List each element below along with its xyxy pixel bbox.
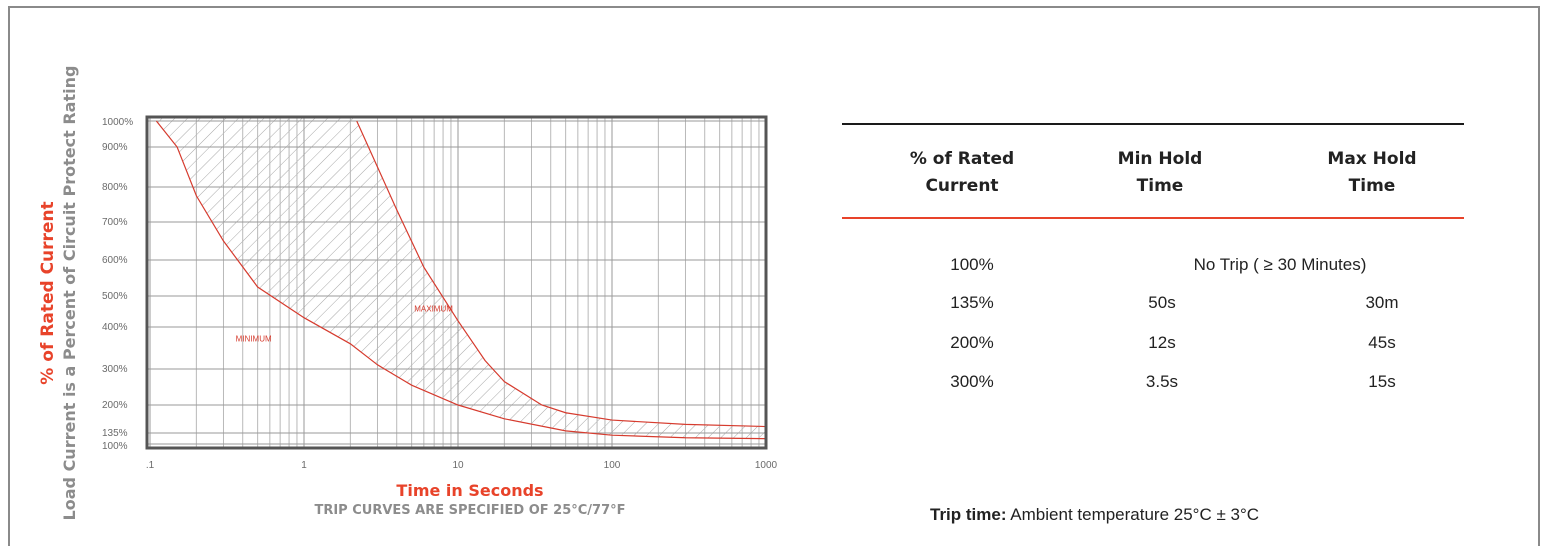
y-tick-label: 600%: [102, 255, 128, 266]
header-line: Current: [925, 176, 999, 196]
table-header-percent: % of Rated Current: [872, 146, 1052, 200]
hatched-band: [156, 117, 766, 439]
table-row: 135% 50s 30m: [842, 293, 1464, 323]
x-tick-label: 1000: [755, 460, 778, 471]
trip-curve-chart: MINIMUM MAXIMUM 1000% 900% 800% 700% 600% 500%…: [102, 115, 778, 471]
table-row: 200% 12s 45s: [842, 333, 1464, 363]
cell-max-hold: 45s: [1368, 333, 1396, 352]
x-axis-label: Time in Seconds: [396, 481, 544, 500]
header-line: Max Hold: [1327, 149, 1417, 169]
cell-max-hold: 30m: [1365, 293, 1399, 312]
header-line: % of Rated: [909, 149, 1015, 169]
table-top-rule: [842, 123, 1464, 125]
trip-time-note: Trip time: Ambient temperature 25°C ± 3°…: [930, 505, 1259, 525]
y-tick-label: 100%: [102, 441, 128, 452]
x-tick-label: .1: [146, 460, 155, 471]
y-tick-label: 300%: [102, 364, 128, 375]
cell-max-hold: 15s: [1368, 372, 1396, 391]
plot-border: [145, 115, 768, 450]
y-axis-label-wrap: % of Rated Current Load Current is a Per…: [24, 40, 94, 545]
cell-min-hold: 50s: [1148, 293, 1176, 312]
cell-percent: 200%: [950, 333, 994, 352]
cell-percent: 100%: [950, 255, 994, 274]
table-header-rule: [842, 217, 1464, 219]
y-tick-label: 200%: [102, 400, 128, 411]
cell-no-trip: No Trip ( ≥ 30 Minutes): [1193, 255, 1367, 274]
y-tick-label: 400%: [102, 322, 128, 333]
y-axis-label: % of Rated Current Load Current is a Per…: [38, 65, 80, 520]
cell-percent: 300%: [950, 372, 994, 391]
table-header-min-hold: Min Hold Time: [1070, 146, 1250, 200]
y-tick-label: 700%: [102, 217, 128, 228]
note-label: Trip time:: [930, 505, 1007, 524]
table-row: 100% No Trip ( ≥ 30 Minutes): [842, 255, 1464, 285]
cell-min-hold: 12s: [1148, 333, 1176, 352]
chart-caption: TRIP CURVES ARE SPECIFIED OF 25°C/77°F: [314, 503, 626, 518]
y-tick-label: 500%: [102, 291, 128, 302]
maximum-curve-label: MAXIMUM: [414, 305, 453, 314]
header-line: Time: [1348, 176, 1396, 196]
y-tick-label: 900%: [102, 142, 128, 153]
y-axis-label-primary: % of Rated Current: [38, 200, 58, 385]
header-line: Time: [1136, 176, 1184, 196]
header-line: Min Hold: [1117, 149, 1203, 169]
y-tick-label: 135%: [102, 428, 128, 439]
y-tick-label: 800%: [102, 182, 128, 193]
x-tick-label: 100: [604, 460, 621, 471]
table-row: 300% 3.5s 15s: [842, 372, 1464, 402]
trip-curves: MINIMUM MAXIMUM: [155, 120, 766, 440]
x-tick-label: 10: [452, 460, 464, 471]
x-tick-label: 1: [301, 460, 307, 471]
y-tick-label: 1000%: [102, 117, 133, 128]
cell-min-hold: 3.5s: [1145, 372, 1179, 391]
tolerance-band: [156, 117, 766, 439]
maximum-curve: [356, 120, 766, 428]
minimum-curve: [155, 120, 766, 440]
figure-frame: [8, 6, 1540, 546]
minimum-curve-label: MINIMUM: [236, 335, 272, 344]
note-text: Ambient temperature 25°C ± 3°C: [1006, 505, 1260, 524]
y-axis-label-secondary: Load Current is a Percent of Circuit Pro…: [60, 65, 79, 520]
cell-percent: 135%: [950, 293, 994, 312]
table-header-max-hold: Max Hold Time: [1282, 146, 1462, 200]
chart-ticks: 1000% 900% 800% 700% 600% 500% 400% 300% 200% 135…: [102, 117, 778, 471]
chart-grid: [147, 117, 766, 448]
